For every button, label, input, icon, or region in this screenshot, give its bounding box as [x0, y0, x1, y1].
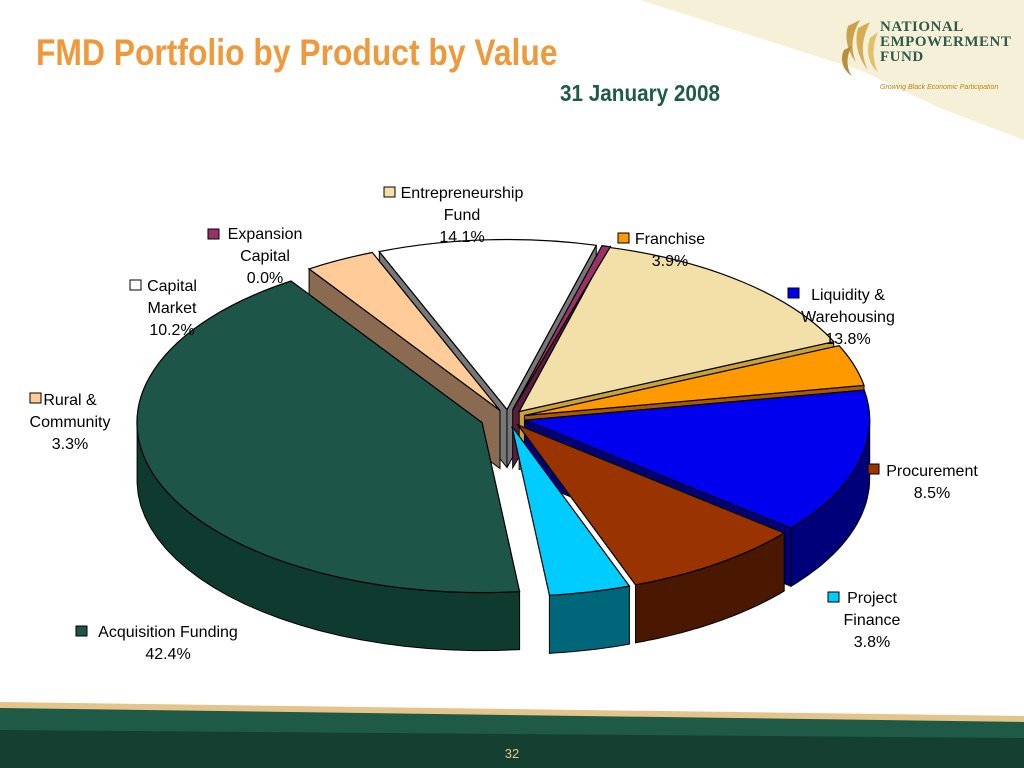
category-label-liquidity-and-warehousing: Liquidity &: [811, 287, 885, 304]
pie-tops: [136, 238, 871, 596]
category-label-capital-market: Market: [148, 300, 197, 317]
pie-slice-acquisition-funding: [136, 280, 521, 594]
value-label-procurement: 8.5%: [914, 485, 950, 502]
legend-swatch-acquisition-funding: [75, 625, 88, 637]
slide-title: FMD Portfolio by Product by Value: [36, 32, 558, 73]
pie-slice-rural-and-community: [307, 251, 501, 411]
value-label-project-finance: 3.8%: [854, 634, 890, 651]
value-label-liquidity-and-warehousing: 13.8%: [825, 331, 870, 348]
category-label-rural-and-community: Rural &: [43, 392, 97, 409]
slide-subtitle: 31 January 2008: [560, 80, 720, 106]
legend-swatch-entrepreneurship-fund: [383, 186, 396, 198]
pie-slice-project-finance: [511, 425, 631, 596]
pie-slice-procurement: [516, 423, 786, 586]
value-label-capital-market: 10.2%: [149, 322, 194, 339]
legend-swatch-project-finance: [827, 591, 840, 603]
logo-line-1: NATIONAL: [880, 19, 964, 35]
category-label-acquisition-funding: Acquisition Funding: [98, 624, 238, 641]
value-label-acquisition-funding: 42.4%: [145, 646, 190, 663]
footer-dark-band: [0, 730, 1024, 768]
label-expansion-capital: Expansion Capital 0.0%: [207, 226, 303, 287]
pie-slice-franchise: [524, 345, 865, 417]
category-label-expansion-capital: Capital: [240, 248, 290, 265]
label-procurement: Procurement 8.5%: [867, 463, 978, 502]
category-label-procurement: Procurement: [886, 463, 978, 480]
legend-swatch-expansion-capital: [207, 228, 220, 240]
category-label-entrepreneurship-fund: Fund: [444, 207, 480, 224]
logo-line-2: EMPOWERMENT: [880, 34, 1012, 50]
value-label-entrepreneurship-fund: 14.1%: [439, 229, 484, 246]
value-label-expansion-capital: 0.0%: [247, 270, 283, 287]
pie-slice-liquidity-and-warehousing: [524, 389, 871, 529]
legend-swatch-rural-and-community: [29, 392, 42, 404]
pie-slice-capital-market: [378, 238, 598, 411]
label-rural-and-community: Rural & Community 3.3%: [29, 392, 111, 453]
category-label-expansion-capital: Expansion: [228, 226, 303, 243]
label-liquidity-and-warehousing: Liquidity & Warehousing 13.8%: [787, 287, 895, 348]
category-label-franchise: Franchise: [635, 231, 705, 248]
logo-line-3: FUND: [880, 49, 924, 65]
label-project-finance: Project Finance 3.8%: [827, 590, 901, 651]
category-label-rural-and-community: Community: [30, 414, 111, 431]
page-number: 32: [504, 746, 520, 761]
legend-swatch-liquidity-and-warehousing: [787, 287, 800, 299]
pie-slice-entrepreneurship-fund: [518, 246, 835, 413]
logo-background-band: [640, 0, 1024, 140]
value-label-rural-and-community: 3.3%: [52, 436, 88, 453]
category-label-entrepreneurship-fund: Entrepreneurship: [401, 185, 524, 202]
category-label-capital-market: Capital: [147, 278, 197, 295]
label-franchise: Franchise 3.9%: [617, 231, 705, 270]
logo-tagline: Growing Black Economic Participation: [880, 84, 999, 91]
legend-swatch-franchise: [617, 232, 630, 244]
value-label-franchise: 3.9%: [652, 253, 688, 270]
logo-flame-icon: [842, 20, 878, 76]
pie-slice-expansion-capital: [512, 244, 612, 411]
pie-labels: Entrepreneurship Fund 14.1% Franchise 3.9% Li…: [29, 185, 978, 663]
label-acquisition-funding: Acquisition Funding 42.4%: [75, 624, 238, 663]
logo-text: NATIONAL EMPOWERMENT FUND: [880, 20, 1011, 65]
label-entrepreneurship-fund: Entrepreneurship Fund 14.1%: [383, 185, 524, 246]
side-wall-project-finance: [548, 585, 630, 654]
category-label-project-finance: Project: [847, 590, 897, 607]
category-label-project-finance: Finance: [844, 612, 901, 629]
label-capital-market: Capital Market 10.2%: [129, 278, 197, 339]
legend-swatch-procurement: [867, 463, 880, 475]
legend-swatch-capital-market: [129, 279, 142, 291]
category-label-liquidity-and-warehousing: Warehousing: [801, 309, 895, 326]
